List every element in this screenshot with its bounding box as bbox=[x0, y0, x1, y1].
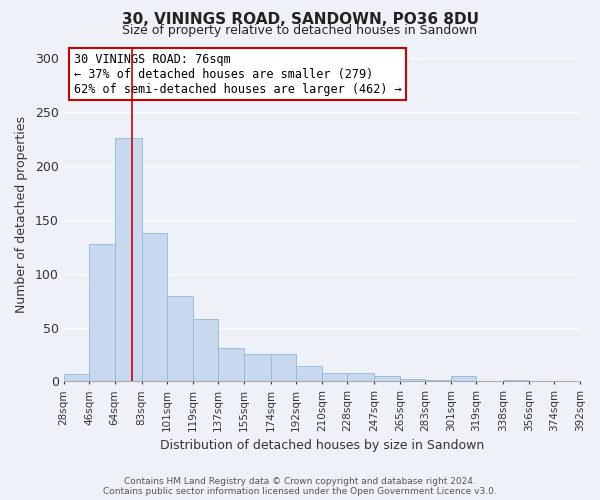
Bar bbox=[115, 138, 142, 382]
Bar bbox=[193, 319, 218, 382]
X-axis label: Distribution of detached houses by size in Sandown: Distribution of detached houses by size … bbox=[160, 440, 484, 452]
Text: 30, VININGS ROAD, SANDOWN, PO36 8DU: 30, VININGS ROAD, SANDOWN, PO36 8DU bbox=[121, 12, 479, 28]
Bar bbox=[374, 376, 400, 382]
Bar bbox=[503, 380, 529, 382]
Text: Contains HM Land Registry data © Crown copyright and database right 2024.
Contai: Contains HM Land Registry data © Crown c… bbox=[103, 476, 497, 496]
Text: Size of property relative to detached houses in Sandown: Size of property relative to detached ho… bbox=[122, 24, 478, 37]
Bar bbox=[271, 354, 296, 382]
Bar bbox=[89, 244, 115, 382]
Bar bbox=[347, 373, 374, 382]
Bar bbox=[244, 354, 271, 382]
Bar bbox=[218, 348, 244, 382]
Bar bbox=[322, 373, 347, 382]
Bar bbox=[64, 374, 89, 382]
Bar bbox=[167, 296, 193, 382]
Bar bbox=[451, 376, 476, 382]
Text: 30 VININGS ROAD: 76sqm
← 37% of detached houses are smaller (279)
62% of semi-de: 30 VININGS ROAD: 76sqm ← 37% of detached… bbox=[74, 52, 402, 96]
Bar bbox=[425, 380, 451, 382]
Y-axis label: Number of detached properties: Number of detached properties bbox=[15, 116, 28, 313]
Bar bbox=[142, 233, 167, 382]
Bar bbox=[296, 366, 322, 382]
Bar bbox=[400, 379, 425, 382]
